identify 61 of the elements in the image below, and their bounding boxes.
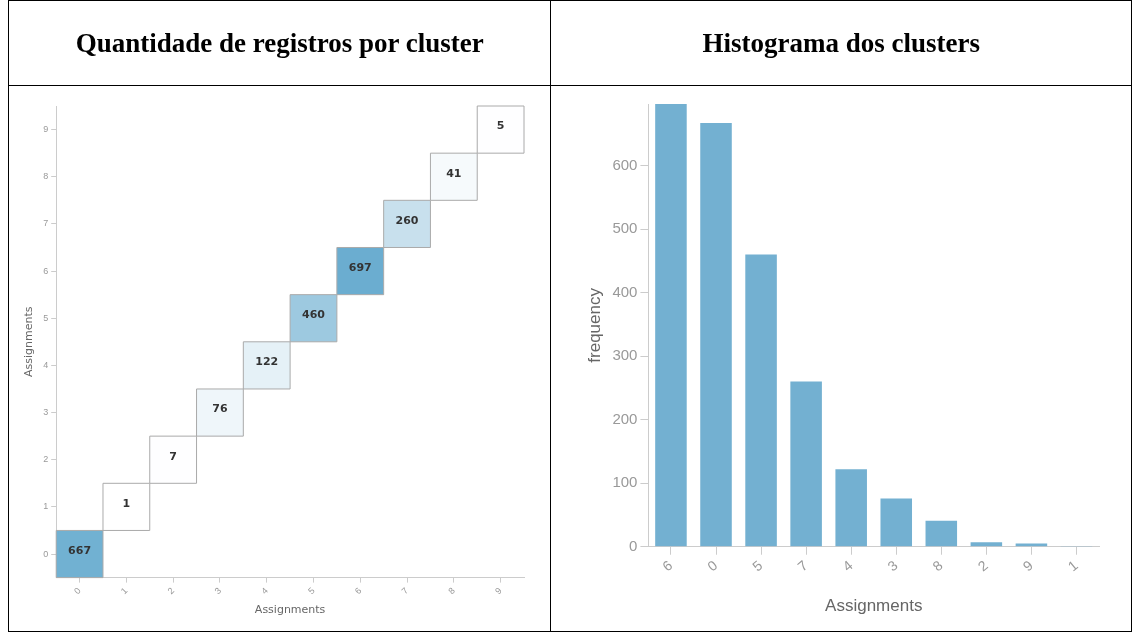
x-tick-label: 1 [118,585,130,597]
x-axis-title: Assignments [254,603,326,617]
data-label: 122 [255,355,279,369]
x-tick-label: 4 [839,557,857,575]
y-tick-label: 4 [43,359,49,370]
x-tick-label: 9 [1020,557,1037,575]
y-axis-title: Assignments [22,306,36,378]
data-label: 7 [169,449,177,463]
bar [835,469,868,547]
y-tick-label: 200 [612,409,638,427]
bar [700,123,733,547]
y-tick-label: 100 [612,473,638,491]
x-tick-label: 5 [306,585,317,597]
y-tick-label: 3 [43,407,49,418]
chart-title: Quantidade de registros por cluster [8,0,551,86]
x-tick-label: 8 [929,557,947,575]
x-tick-label: 4 [259,585,270,597]
bar [925,520,958,547]
data-label: 1 [122,496,131,510]
y-tick-label: 8 [43,171,49,182]
data-label: 5 [496,119,505,133]
y-tick-label: 2 [43,454,49,465]
x-tick-label: 8 [446,585,457,597]
bar [790,381,823,547]
y-tick-label: 6 [43,265,49,276]
y-axis-title: frequency [585,287,605,363]
data-label: 460 [302,308,326,322]
x-tick-label: 6 [352,585,364,597]
x-tick-label: 3 [212,585,224,597]
y-tick-label: 500 [612,219,638,237]
data-label: 41 [446,166,462,180]
bar [655,104,688,547]
x-axis-title: Assignments [825,596,923,616]
x-tick-label: 6 [659,557,676,575]
x-tick-label: 2 [165,585,177,597]
data-label: 667 [68,543,92,557]
x-tick-label: 0 [72,585,83,597]
chart-title: Histograma dos clusters [550,0,1132,86]
y-tick-label: 0 [629,536,638,554]
x-tick-label: 0 [704,557,722,575]
y-tick-label: 600 [612,155,638,173]
bar [745,254,778,547]
y-tick-label: 5 [43,312,49,323]
x-tick-label: 3 [884,557,902,575]
y-tick-label: 7 [43,218,49,229]
x-tick-label: 2 [974,557,992,575]
y-tick-label: 9 [43,124,49,135]
x-tick-label: 7 [399,585,411,597]
y-tick-label: 0 [43,548,49,559]
x-tick-label: 5 [749,557,767,575]
data-label: 697 [348,260,372,274]
x-tick-label: 7 [794,557,812,575]
y-tick-label: 300 [612,346,638,364]
bar [880,498,913,547]
x-tick-label: 1 [1065,557,1082,575]
bar [971,542,1003,547]
y-tick-label: 400 [612,282,638,300]
data-label: 260 [395,213,419,227]
x-tick-label: 9 [493,585,504,597]
y-tick-label: 1 [43,501,49,512]
data-label: 76 [212,402,228,416]
